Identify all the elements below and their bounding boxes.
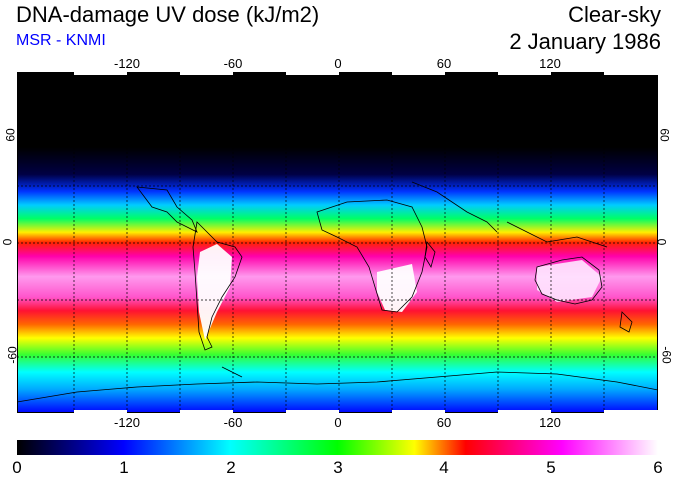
frame-segment [180, 72, 233, 75]
colorbar-label: 5 [546, 458, 556, 477]
antarctica-coast [17, 371, 658, 403]
frame-scale-bars [74, 72, 658, 413]
sky-condition-label: Clear-sky [568, 2, 661, 27]
colorbar-label: 1 [119, 458, 129, 477]
frame-segment [286, 72, 339, 75]
frame-segment [180, 410, 233, 413]
australia-coast [534, 256, 603, 305]
colorbar-label: 2 [226, 458, 236, 477]
frame-segment [392, 72, 445, 75]
lon-tick-top: -120 [113, 56, 141, 71]
lon-tick-top: -60 [223, 56, 243, 71]
frame-segment [74, 410, 127, 413]
frame-segment [498, 410, 551, 413]
lon-tick-top: 60 [436, 56, 452, 71]
indonesia-coast [506, 221, 608, 248]
central-america-coast [136, 186, 198, 233]
south-america-high-dose [197, 244, 232, 340]
lat-tick-right: -60 [659, 346, 674, 364]
lat-tick-left: 0 [0, 238, 15, 246]
lon-tick-bottom: 60 [436, 415, 452, 430]
uv-dose-field [17, 72, 658, 413]
colorbar-label: 3 [333, 458, 343, 477]
frame-segment [498, 72, 551, 75]
organization-label: MSR - KNMI [16, 32, 106, 49]
uv-dose-map [17, 72, 658, 413]
coastlines [17, 181, 658, 403]
frame-segment [286, 410, 339, 413]
colorbar [17, 440, 658, 455]
colorbar-bar [17, 440, 658, 455]
lon-tick-bottom: -60 [223, 415, 243, 430]
lon-tick-bottom: 0 [334, 415, 342, 430]
graticule [17, 72, 658, 413]
frame-segment [392, 410, 445, 413]
frame-segment [604, 410, 658, 413]
new-zealand-coast [619, 311, 633, 333]
south-america-coast [192, 221, 243, 351]
lon-tick-top: 0 [334, 56, 342, 71]
madagascar-coast [424, 241, 436, 269]
date-label: 2 January 1986 [509, 29, 661, 54]
lat-tick-left: 60 [3, 128, 18, 142]
lat-tick-right: 60 [657, 128, 672, 142]
colorbar-label: 4 [439, 458, 449, 477]
antarctic-peninsula-coast [221, 366, 243, 378]
frame-segment [604, 72, 658, 75]
map-title: DNA-damage UV dose (kJ/m2) [16, 2, 320, 27]
lon-tick-bottom: 120 [539, 415, 561, 430]
africa-coast [316, 199, 428, 313]
asia-south-coast [411, 181, 498, 233]
colorbar-label: 0 [12, 458, 22, 477]
lon-tick-top: 120 [539, 56, 561, 71]
australia-high-dose [537, 260, 602, 302]
colorbar-label: 6 [653, 458, 663, 477]
lon-tick-bottom: -120 [113, 415, 141, 430]
frame-segment [74, 72, 127, 75]
